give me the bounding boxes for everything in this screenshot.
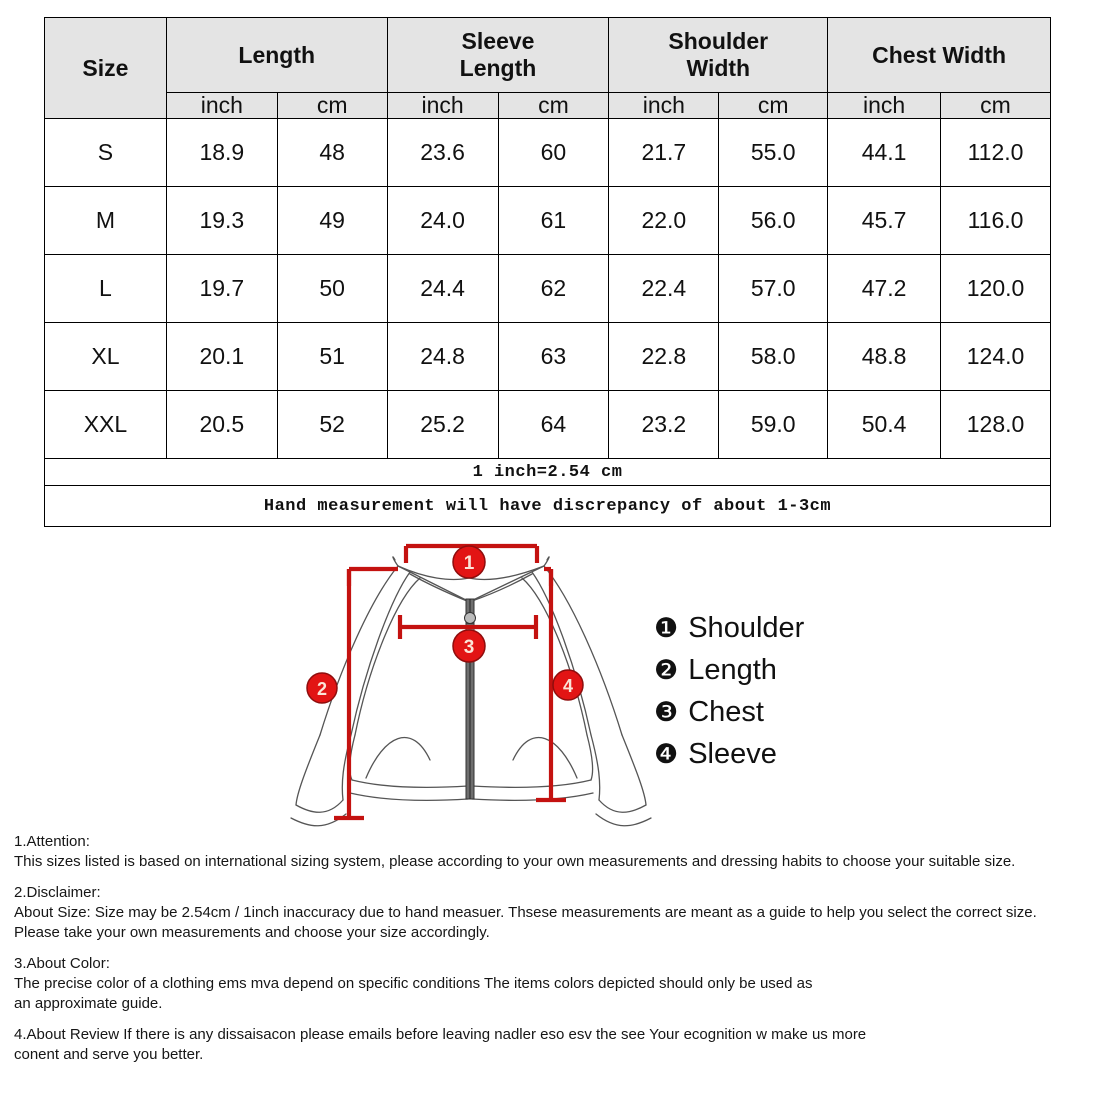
svg-text:2: 2	[317, 679, 327, 699]
svg-text:1: 1	[464, 553, 475, 574]
svg-text:3: 3	[464, 637, 475, 658]
svg-text:4: 4	[563, 676, 573, 696]
